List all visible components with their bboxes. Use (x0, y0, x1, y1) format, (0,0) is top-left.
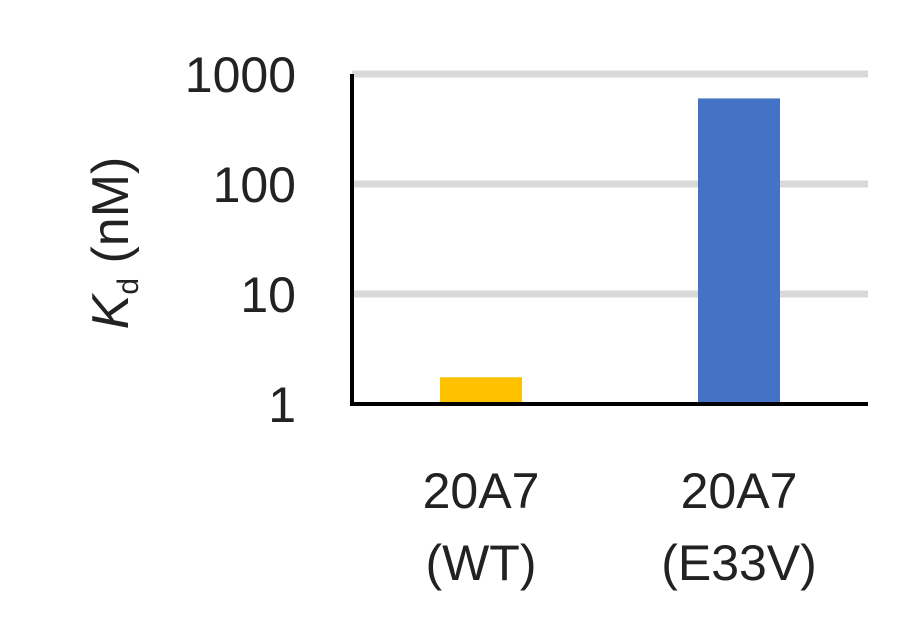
y-tick-label-1: 1 (268, 377, 296, 433)
y-axis-label-subscript: d (112, 278, 145, 295)
bar-0 (440, 377, 522, 404)
category-labels: 20A7 (WT) 20A7 (E33V) (423, 463, 817, 591)
bar-1 (698, 98, 780, 404)
category-label-0-line1: 20A7 (423, 463, 540, 519)
gridlines (352, 70, 868, 298)
y-tick-labels: 1 10 100 1000 (185, 47, 296, 433)
category-label-0-line2: (WT) (425, 535, 536, 591)
y-tick-label-10: 10 (240, 267, 296, 323)
y-axis-label: Kd (nM) (82, 157, 145, 330)
y-tick-label-100: 100 (213, 157, 296, 213)
y-axis-label-symbol: K (82, 292, 140, 329)
axes (350, 74, 868, 406)
category-label-1-line2: (E33V) (661, 535, 817, 591)
bars (440, 98, 780, 404)
category-label-1-line1: 20A7 (681, 463, 798, 519)
y-axis-label-unit: (nM) (82, 157, 140, 278)
y-tick-label-1000: 1000 (185, 47, 296, 103)
